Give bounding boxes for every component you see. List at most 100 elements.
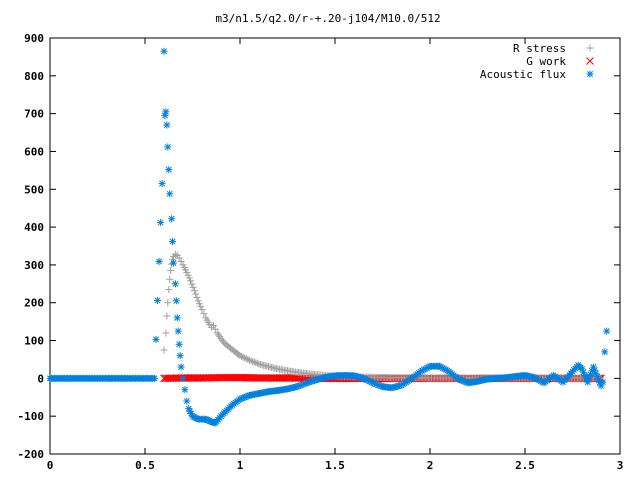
data-point [250, 358, 258, 366]
data-point-d2 [580, 369, 587, 376]
x-tick-label: 1 [237, 459, 244, 472]
data-point [157, 219, 165, 227]
data-point [188, 280, 196, 288]
data-point [244, 355, 252, 363]
data-point [167, 267, 175, 275]
legend-marker-d2 [586, 57, 594, 65]
y-tick-label: 300 [24, 259, 44, 272]
data-point [249, 357, 257, 365]
data-point-d2 [159, 180, 166, 187]
data-point [603, 327, 611, 335]
data-point [238, 352, 246, 360]
data-point [187, 277, 195, 285]
data-point [209, 321, 217, 329]
data-point-d2 [183, 398, 190, 405]
y-axis: -200 -100 0 100 200 300 400 500 600 700 800 900 [18, 32, 620, 461]
data-point [241, 354, 249, 362]
data-point [177, 363, 185, 371]
chart-title: m3/n1.5/q2.0/r-+.20-j104/M10.0/512 [215, 12, 440, 25]
y-tick-label: 900 [24, 32, 44, 45]
data-point-d2 [581, 372, 588, 379]
y-tick-label: 500 [24, 183, 44, 196]
data-point [247, 357, 255, 365]
data-point [166, 275, 174, 283]
data-point-d2 [185, 405, 192, 412]
y-tick-label: 800 [24, 70, 44, 83]
data-point [190, 287, 198, 295]
data-point [172, 297, 180, 305]
data-point [236, 352, 244, 360]
x-tick-label: 0 [47, 459, 54, 472]
x-tick-label: 3 [617, 459, 624, 472]
data-point-d2 [181, 386, 188, 393]
data-point [599, 378, 607, 386]
y-tick-label: 100 [24, 335, 44, 348]
data-point [252, 359, 260, 367]
data-point [246, 356, 253, 364]
y-tick-label: 400 [24, 221, 44, 234]
legend-marker [586, 70, 594, 78]
data-point [160, 47, 168, 55]
y-tick-label: 700 [24, 108, 44, 121]
data-point-d2 [177, 352, 184, 359]
legend-label: G work [526, 55, 566, 68]
data-point-d2 [176, 341, 183, 348]
x-tick-label: 0.5 [135, 459, 155, 472]
series-layer [46, 47, 611, 427]
data-point-d2 [595, 376, 602, 383]
legend-label: Acoustic flux [480, 68, 566, 81]
x-axis: 0 0.5 1 1.5 2 2.5 3 [47, 38, 624, 472]
data-point-d2 [188, 410, 195, 417]
data-point [192, 290, 200, 298]
data-point-d2 [156, 258, 163, 265]
data-point [165, 166, 173, 174]
y-tick-label: -100 [18, 410, 45, 423]
data-point [151, 374, 158, 382]
data-point-d2 [166, 190, 173, 197]
data-point-d2 [174, 314, 181, 321]
data-point-d2 [591, 367, 598, 374]
data-point-d2 [579, 365, 585, 372]
data-point [239, 353, 247, 361]
x-tick-label: 1.5 [325, 459, 345, 472]
data-point [197, 303, 205, 311]
data-point-d2 [154, 297, 161, 304]
data-point-d2 [162, 108, 169, 115]
data-point [198, 306, 206, 314]
data-point-d2 [163, 122, 170, 128]
y-tick-label: 0 [37, 372, 44, 385]
data-point [183, 397, 191, 405]
data-point [601, 348, 609, 356]
data-point-d2 [186, 408, 193, 415]
data-point-d2 [164, 143, 171, 150]
data-point-d2 [590, 364, 597, 370]
data-point [163, 121, 171, 129]
data-point-d2 [178, 364, 185, 370]
data-point [242, 355, 250, 363]
legend-marker-d2 [587, 71, 593, 77]
data-point-d2 [170, 260, 177, 266]
data-point [169, 237, 177, 245]
data-point-d2 [161, 112, 168, 119]
data-point [154, 296, 162, 304]
y-tick-label: 600 [24, 145, 44, 158]
data-point [173, 314, 181, 322]
data-point-d2 [172, 280, 179, 287]
x-tick-label: 2.5 [515, 459, 535, 472]
data-point-d2 [175, 328, 182, 335]
legend-label: R stress [513, 42, 566, 55]
data-point [171, 280, 179, 288]
data-point [200, 310, 208, 318]
data-point [155, 258, 163, 266]
data-point-d2 [161, 48, 167, 55]
data-point [164, 299, 172, 307]
data-point-d2 [180, 375, 186, 382]
series-r-stress [160, 250, 605, 382]
data-point [166, 190, 174, 198]
data-point [189, 283, 197, 291]
data-point-d2 [603, 328, 610, 335]
data-point-d2 [151, 375, 158, 382]
data-point [160, 346, 168, 354]
